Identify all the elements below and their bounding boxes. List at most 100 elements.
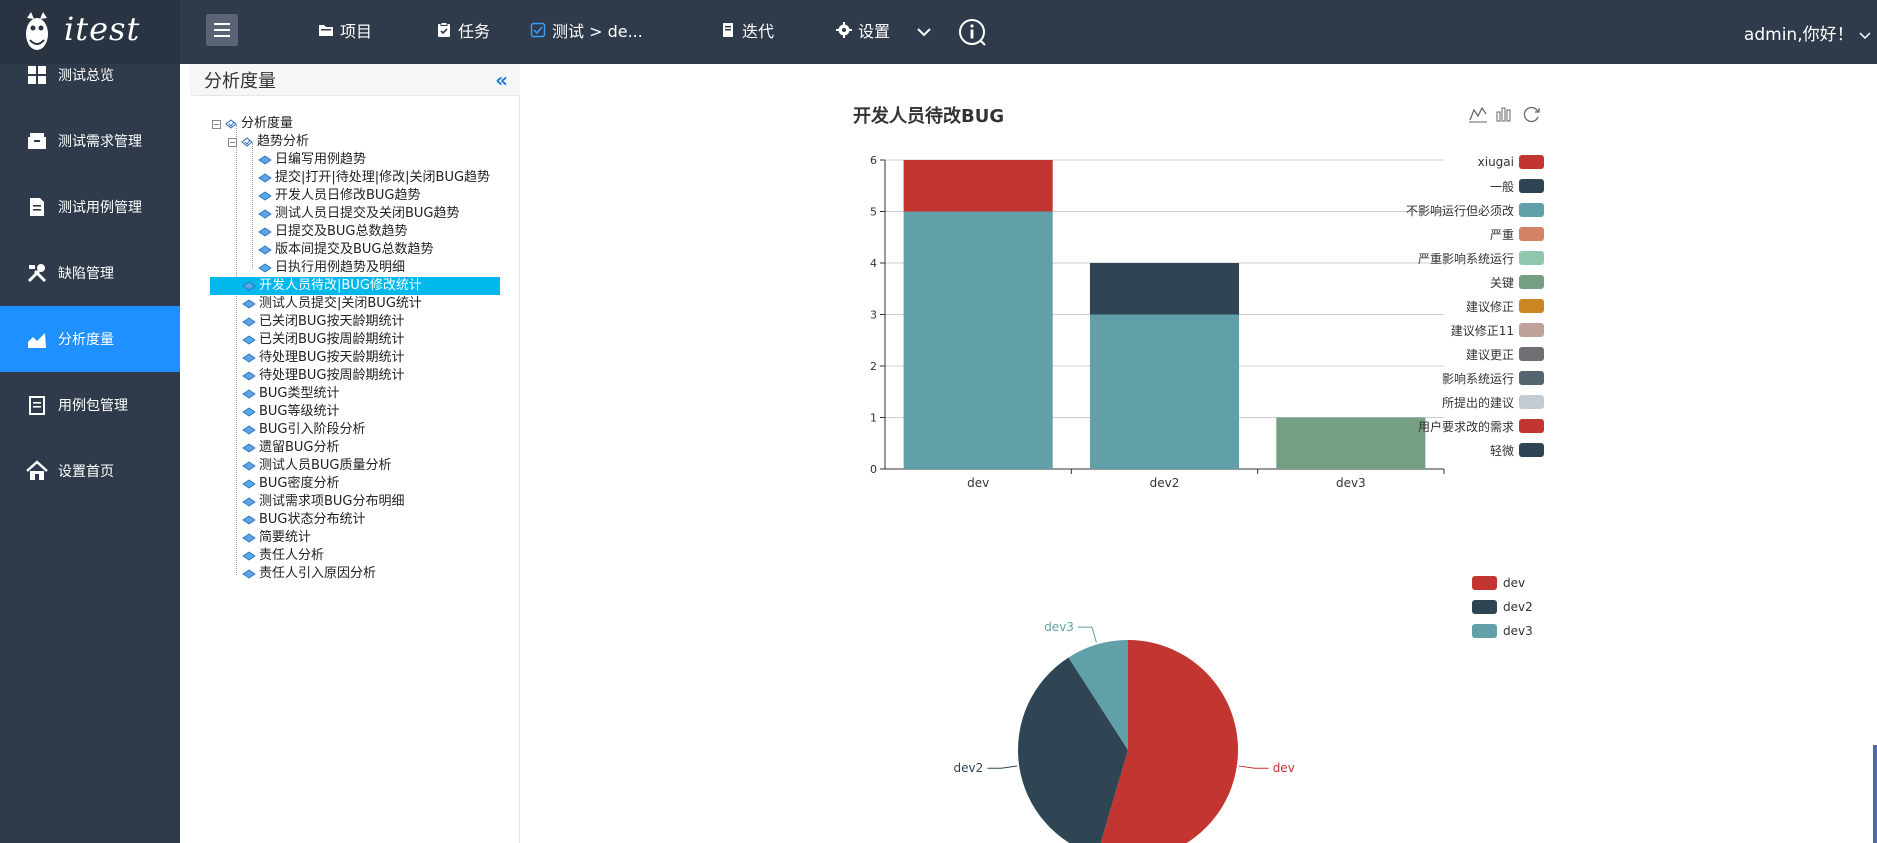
tree-guide-line xyxy=(236,125,237,575)
analysis-tree-panel: 分析度量 « − 分析度量 − 趋势分析 日编写用例趋势 提交|打开|待处理|修改|关闭B… xyxy=(190,64,520,843)
collapse-node-icon[interactable]: − xyxy=(228,137,237,147)
legend-label: xiugai xyxy=(1477,155,1514,169)
pie-slice[interactable] xyxy=(1097,640,1238,843)
tree-node-item[interactable]: BUG类型统计 xyxy=(242,385,340,403)
diamond-node-icon xyxy=(242,551,256,561)
bar-legend-item[interactable]: 影响系统运行 xyxy=(1442,371,1544,386)
tree-node-trend-group[interactable]: − 趋势分析 xyxy=(228,133,309,151)
bar-legend-item[interactable]: 轻微 xyxy=(1490,443,1544,458)
legend-swatch xyxy=(1519,251,1544,265)
legend-swatch xyxy=(1519,395,1544,409)
bar-segment xyxy=(1276,417,1426,469)
sidebar-item-defects[interactable]: 缺陷管理 xyxy=(0,240,180,306)
bar-legend-item[interactable]: 用户要求改的需求 xyxy=(1418,419,1544,434)
tree-node-item[interactable]: 测试需求项BUG分布明细 xyxy=(242,493,405,511)
diamond-node-icon xyxy=(258,245,272,255)
bar-legend-item[interactable]: 所提出的建议 xyxy=(1441,395,1544,410)
nav-iteration[interactable]: 迭代 xyxy=(720,18,774,42)
diamond-node-icon xyxy=(242,533,256,543)
pie-slice[interactable] xyxy=(1018,657,1128,843)
sidebar-item-analysis[interactable]: 分析度量 xyxy=(0,306,180,372)
tree-node-label: 责任人分析 xyxy=(259,548,325,563)
nav-task[interactable]: 任务 xyxy=(436,18,490,42)
legend-label: 关键 xyxy=(1489,275,1514,290)
tree-node-item[interactable]: 责任人分析 xyxy=(242,547,324,565)
diamond-node-icon xyxy=(242,389,256,399)
legend-label: 所提出的建议 xyxy=(1441,395,1514,410)
sidebar-item-requirements[interactable]: 测试需求管理 xyxy=(0,108,180,174)
info-icon[interactable] xyxy=(958,18,988,48)
tree-node-item[interactable]: 已关闭BUG按周龄期统计 xyxy=(242,331,405,349)
tree-node-trend-item[interactable]: 开发人员日修改BUG趋势 xyxy=(258,187,421,205)
tree-node-trend-item[interactable]: 日编写用例趋势 xyxy=(258,151,366,169)
collapse-node-icon[interactable]: − xyxy=(212,119,221,129)
bar-legend-item[interactable]: 不影响运行但必须改 xyxy=(1406,203,1544,218)
pie-label-line xyxy=(1077,626,1097,643)
user-greeting[interactable]: admin,你好！ xyxy=(1744,20,1871,45)
bar-legend-item[interactable]: 严重 xyxy=(1490,227,1544,242)
bar-segment xyxy=(1089,314,1240,469)
tree-node-trend-item[interactable]: 测试人员日提交及关闭BUG趋势 xyxy=(258,205,460,223)
tree-node-item[interactable]: 测试人员BUG质量分析 xyxy=(242,457,392,475)
book-icon xyxy=(723,23,733,37)
logo[interactable]: itest xyxy=(0,0,180,64)
pie-legend-item[interactable]: dev3 xyxy=(1472,624,1533,638)
tree-node-item[interactable]: 开发人员待改|BUG修改统计 xyxy=(210,277,500,295)
tree-node-root[interactable]: − 分析度量 xyxy=(212,115,293,133)
tree-node-label: BUG状态分布统计 xyxy=(259,512,366,527)
folder-node-icon xyxy=(241,137,253,147)
bar-chart-icon[interactable] xyxy=(1494,104,1514,124)
tree-node-item[interactable]: 待处理BUG按周龄期统计 xyxy=(242,367,405,385)
tree-node-label: 开发人员日修改BUG趋势 xyxy=(275,188,421,203)
sidebar-item-testcases[interactable]: 测试用例管理 xyxy=(0,174,180,240)
bar-legend-item[interactable]: 一般 xyxy=(1490,179,1544,194)
sidebar-item-settings-home[interactable]: 设置首页 xyxy=(0,438,180,504)
sidebar-item-overview[interactable]: 测试总览 xyxy=(0,42,180,108)
sidebar-item-packages[interactable]: 用例包管理 xyxy=(0,372,180,438)
tree-node-item[interactable]: 已关闭BUG按天龄期统计 xyxy=(242,313,405,331)
pie-legend-item[interactable]: dev xyxy=(1472,576,1525,590)
legend-label: dev2 xyxy=(1503,600,1533,614)
tree-node-trend-item[interactable]: 版本间提交及BUG总数趋势 xyxy=(258,241,434,259)
tree-node-trend-item[interactable]: 提交|打开|待处理|修改|关闭BUG趋势 xyxy=(258,169,490,187)
tree-node-label: 测试人员BUG质量分析 xyxy=(259,458,392,473)
pie-slice[interactable] xyxy=(1068,640,1128,750)
tree-node-item[interactable]: BUG等级统计 xyxy=(242,403,340,421)
bar-legend-item[interactable]: 建议修正 xyxy=(1466,299,1544,314)
tree-node-item[interactable]: 简要统计 xyxy=(242,529,311,547)
collapse-panel-icon[interactable]: « xyxy=(495,68,508,92)
chevron-down-icon[interactable] xyxy=(916,26,932,38)
tree-node-item[interactable]: BUG密度分析 xyxy=(242,475,340,493)
bar-legend-item[interactable]: 建议更正 xyxy=(1466,347,1544,362)
bar-legend-item[interactable]: 严重影响系统运行 xyxy=(1418,251,1544,266)
restore-icon[interactable] xyxy=(1522,104,1542,124)
tree-node-item[interactable]: 遗留BUG分析 xyxy=(242,439,340,457)
tree-node-item[interactable]: 责任人引入原因分析 xyxy=(242,565,376,583)
tree-panel-title: 分析度量 xyxy=(204,71,276,92)
diamond-node-icon xyxy=(242,371,256,381)
nav-test[interactable]: 测试 > de... xyxy=(530,18,643,42)
diamond-node-icon xyxy=(242,299,256,309)
tree-node-trend-item[interactable]: 日执行用例趋势及明细 xyxy=(258,259,405,277)
legend-swatch xyxy=(1519,323,1544,337)
nav-project[interactable]: 项目 xyxy=(318,18,372,42)
nav-settings[interactable]: 设置 xyxy=(836,18,890,42)
diamond-node-icon xyxy=(258,155,272,165)
line-chart-icon[interactable] xyxy=(1468,104,1488,124)
tree-node-item[interactable]: BUG引入阶段分析 xyxy=(242,421,366,439)
pie-label: dev3 xyxy=(1044,620,1074,634)
folder-node-icon xyxy=(225,119,237,129)
bar-legend-item[interactable]: 关键 xyxy=(1489,275,1544,290)
menu-toggle-button[interactable] xyxy=(206,14,238,46)
scrollbar[interactable] xyxy=(1873,745,1877,843)
legend-swatch xyxy=(1519,227,1544,241)
tree-node-label: 开发人员待改|BUG修改统计 xyxy=(259,278,422,293)
tree-node-item[interactable]: 测试人员提交|关闭BUG统计 xyxy=(242,295,422,313)
bar-legend-item[interactable]: xiugai xyxy=(1478,155,1544,169)
tree-header: 分析度量 « xyxy=(190,64,520,96)
tree-node-item[interactable]: BUG状态分布统计 xyxy=(242,511,366,529)
pie-legend-item[interactable]: dev2 xyxy=(1472,600,1533,614)
bar-legend-item[interactable]: 建议修正11 xyxy=(1451,323,1544,338)
tree-node-trend-item[interactable]: 日提交及BUG总数趋势 xyxy=(258,223,408,241)
tree-node-item[interactable]: 待处理BUG按天龄期统计 xyxy=(242,349,405,367)
